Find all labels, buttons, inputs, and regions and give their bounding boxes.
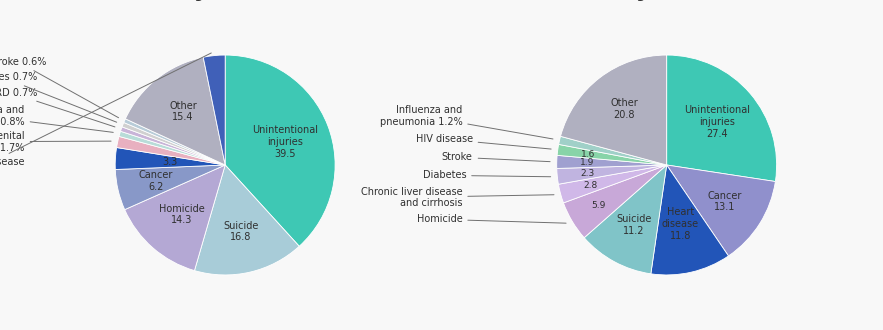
Text: Stroke 0.6%: Stroke 0.6% [0,56,118,118]
Text: Congenital
malformations 1.7%: Congenital malformations 1.7% [0,131,111,152]
Wedge shape [120,127,225,165]
Text: Homicide: Homicide [417,214,566,224]
Wedge shape [203,55,225,165]
Text: Heart disease: Heart disease [0,53,211,167]
Text: Unintentional
injuries
27.4: Unintentional injuries 27.4 [683,105,750,139]
Wedge shape [651,165,728,275]
Title: Ages 25–44: Ages 25–44 [627,0,706,1]
Wedge shape [585,165,667,274]
Text: Heart
disease
11.8: Heart disease 11.8 [661,207,698,241]
Wedge shape [194,165,299,275]
Wedge shape [122,122,225,165]
Text: Influenza and
pneumonia 0.8%: Influenza and pneumonia 0.8% [0,105,113,132]
Wedge shape [667,55,777,182]
Wedge shape [124,119,225,165]
Text: Diabetes: Diabetes [423,170,551,181]
Text: Cancer
6.2: Cancer 6.2 [139,171,173,192]
Text: 3.3: 3.3 [162,157,177,167]
Text: 2.8: 2.8 [583,181,598,190]
Title: Ages 10–24: Ages 10–24 [185,0,265,1]
Wedge shape [556,155,667,168]
Text: Influenza and
pneumonia 1.2%: Influenza and pneumonia 1.2% [380,105,553,139]
Wedge shape [559,136,667,165]
Wedge shape [557,145,667,165]
Text: CLRD 0.7%: CLRD 0.7% [0,87,115,127]
Text: 1.6: 1.6 [581,149,595,159]
Text: Other
20.8: Other 20.8 [610,98,638,120]
Text: Stroke: Stroke [442,152,550,162]
Wedge shape [125,57,225,165]
Wedge shape [125,165,225,271]
Wedge shape [558,165,667,203]
Wedge shape [563,165,667,238]
Wedge shape [561,55,667,165]
Text: 5.9: 5.9 [592,201,606,210]
Text: 1.9: 1.9 [580,158,595,167]
Text: 2.3: 2.3 [581,169,595,178]
Wedge shape [119,131,225,165]
Text: Diabetes 0.7%: Diabetes 0.7% [0,72,117,122]
Wedge shape [115,148,225,170]
Wedge shape [117,136,225,165]
Text: Cancer
13.1: Cancer 13.1 [707,190,742,212]
Text: Homicide
14.3: Homicide 14.3 [159,204,205,225]
Wedge shape [116,165,225,210]
Wedge shape [557,165,667,184]
Text: Suicide
16.8: Suicide 16.8 [223,221,258,242]
Text: Other
15.4: Other 15.4 [169,101,197,122]
Text: Suicide
11.2: Suicide 11.2 [616,214,652,236]
Text: Unintentional
injuries
39.5: Unintentional injuries 39.5 [252,125,318,159]
Wedge shape [667,165,775,256]
Text: Chronic liver disease
and cirrhosis: Chronic liver disease and cirrhosis [360,186,554,208]
Wedge shape [225,55,336,246]
Text: HIV disease: HIV disease [416,134,551,149]
